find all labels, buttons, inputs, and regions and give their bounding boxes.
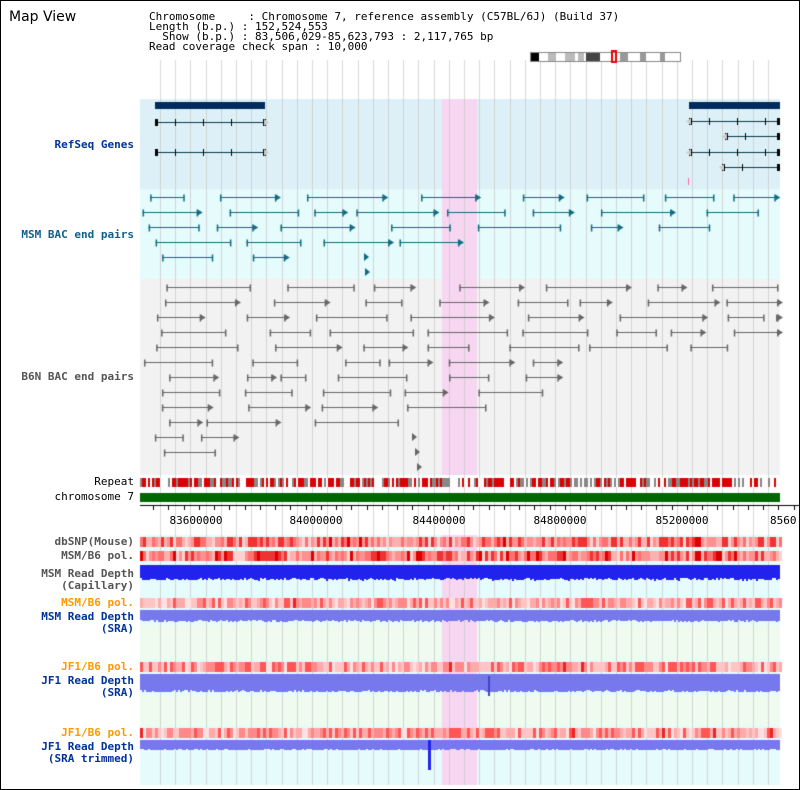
axis-tick-label: 84400000 — [412, 514, 466, 527]
track-label-jf1-depth-sra-sub: (SRA) — [100, 686, 134, 699]
axis-tick-label-cut: 8560 — [770, 514, 797, 527]
track-label-msm-bac[interactable]: MSM BAC end pairs — [21, 228, 134, 241]
track-label-msm-depth-cap[interactable]: MSM Read Depth — [41, 567, 134, 580]
track-label-msm-depth-cap-sub: (Capillary) — [61, 579, 134, 592]
chromosome-info: Chromosome : Chromosome 7, reference ass… — [149, 10, 620, 23]
track-label-jf1-depth-trim[interactable]: JF1 Read Depth — [41, 740, 134, 753]
track-label-dbsnp[interactable]: dbSNP(Mouse) — [54, 535, 134, 548]
track-label-refseq[interactable]: RefSeq Genes — [54, 138, 134, 151]
axis-tick-label: 85200000 — [655, 514, 709, 527]
track-label-jf1-b6-pol[interactable]: JF1/B6 pol. — [61, 660, 134, 673]
axis-tick-label: 84000000 — [289, 514, 343, 527]
track-label-msm-depth-sra-sub: (SRA) — [100, 622, 134, 635]
track-label-msm-b6-pol-sra[interactable]: MSM/B6 pol. — [61, 596, 134, 609]
track-label-repeat: Repeat — [94, 475, 134, 488]
track-label-jf1-depth-trim-sub: (SRA trimmed) — [47, 752, 134, 765]
track-label-jf1-depth-sra[interactable]: JF1 Read Depth — [41, 674, 134, 687]
axis-tick-label: 84800000 — [533, 514, 587, 527]
track-label-msm-b6-pol[interactable]: MSM/B6 pol. — [61, 549, 134, 562]
track-label-chromosome: chromosome 7 — [54, 490, 134, 503]
track-label-jf1-b6-pol-trim[interactable]: JF1/B6 pol. — [61, 726, 134, 739]
axis-tick-label: 83600000 — [169, 514, 223, 527]
track-label-b6n-bac[interactable]: B6N BAC end pairs — [21, 370, 134, 383]
length-info: Length (b.p.) : 152,524,553 — [149, 20, 328, 33]
show-range-info: Show (b.p.) : 83,506,029-85,623,793 : 2,… — [149, 30, 494, 43]
track-label-msm-depth-sra[interactable]: MSM Read Depth — [41, 610, 134, 623]
coverage-span-info: Read coverage check span : 10,000 — [149, 40, 368, 53]
page-title: Map View — [9, 9, 77, 25]
